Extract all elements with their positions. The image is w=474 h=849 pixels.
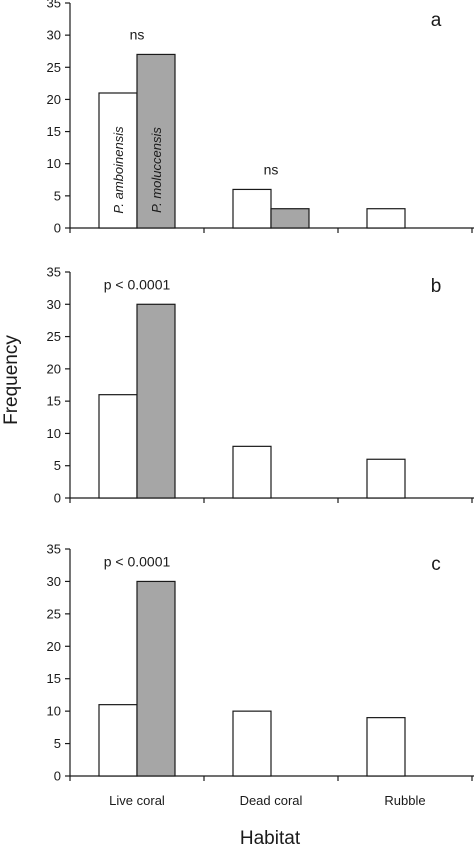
panel-b: 0 5 10 15 20 25 30 35 p < 0.0001 b — [47, 265, 474, 506]
y-tick-label: 10 — [47, 704, 61, 719]
y-tick-label: 10 — [47, 426, 61, 441]
y-tick-label: 30 — [47, 28, 61, 43]
y-tick-label: 0 — [54, 221, 61, 236]
panel-a: 0 5 10 15 20 25 30 35 P. amboinensis P. moluccens… — [47, 0, 474, 236]
series-name-label: P. amboinensis — [111, 126, 126, 214]
y-tick-label: 10 — [47, 156, 61, 171]
bar-a-dead-coral-s1 — [232, 188, 272, 229]
panel-letter: c — [431, 554, 441, 575]
y-tick-label: 15 — [47, 394, 61, 409]
y-tick-label: 35 — [47, 0, 61, 11]
y-tick-label: 15 — [47, 124, 61, 139]
y-tick-label: 5 — [54, 188, 61, 203]
significance-annotation: p < 0.0001 — [104, 276, 171, 292]
y-tick-label: 20 — [47, 92, 61, 107]
bar-c-rubble-s1 — [366, 717, 406, 777]
panel-letter: b — [431, 276, 442, 297]
bar-a-live-coral-s2 — [136, 53, 176, 229]
bar-a-rubble-s1 — [366, 208, 406, 229]
significance-annotation: ns — [130, 26, 145, 42]
y-axis-title: Frequency — [1, 335, 22, 425]
panel-c: 0 5 10 15 20 25 30 35 p < 0.0001 c Live coral Dead … — [47, 542, 474, 808]
y-tick-label: 5 — [54, 458, 61, 473]
x-tick-label: Live coral — [109, 793, 165, 808]
bar-a-dead-coral-s2 — [270, 208, 310, 229]
significance-annotation: ns — [264, 161, 279, 177]
y-tick-label: 35 — [47, 542, 61, 557]
bar-c-dead-coral-s1 — [232, 710, 272, 777]
bar-b-live-coral-s1 — [98, 394, 138, 499]
significance-annotation: p < 0.0001 — [104, 553, 171, 569]
y-tick-label: 30 — [47, 297, 61, 312]
y-tick-label: 15 — [47, 671, 61, 686]
y-tick-label: 30 — [47, 574, 61, 589]
y-tick-label: 0 — [54, 769, 61, 784]
bar-b-dead-coral-s1 — [232, 445, 272, 499]
y-tick-label: 25 — [47, 329, 61, 344]
y-tick-label: 5 — [54, 736, 61, 751]
y-tick-label: 20 — [47, 639, 61, 654]
panel-letter: a — [431, 10, 442, 31]
x-tick-label: Rubble — [384, 793, 425, 808]
x-axis-title: Habitat — [240, 828, 301, 849]
y-tick-label: 25 — [47, 60, 61, 75]
y-tick-label: 35 — [47, 265, 61, 280]
y-tick-label: 25 — [47, 606, 61, 621]
bar-c-live-coral-s1 — [98, 704, 138, 777]
y-tick-label: 20 — [47, 361, 61, 376]
bar-b-live-coral-s2 — [136, 303, 176, 499]
y-tick-label: 0 — [54, 491, 61, 506]
series-name-label: P. moluccensis — [149, 127, 164, 213]
bar-b-rubble-s1 — [366, 458, 406, 499]
bar-c-live-coral-s2 — [136, 580, 176, 777]
x-tick-label: Dead coral — [240, 793, 303, 808]
